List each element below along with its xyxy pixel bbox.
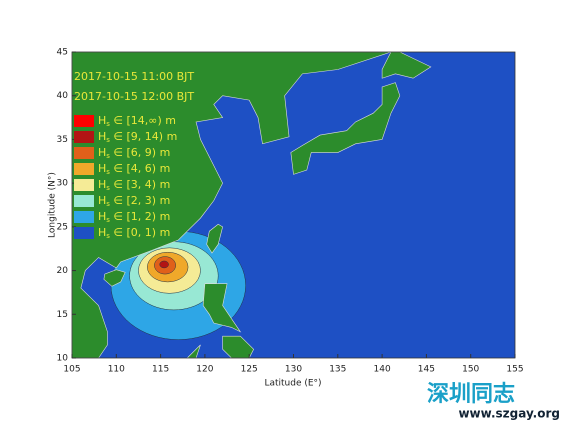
- time-annotation: 2017-10-15 12:00 BJT: [74, 90, 194, 103]
- x-tick-label: 135: [329, 365, 346, 375]
- legend-label: Hs ∈ [4, 6) m: [98, 162, 170, 176]
- x-tick-label: 150: [462, 365, 479, 375]
- y-tick-label: 40: [57, 91, 69, 101]
- watermark-url: www.szgay.org: [458, 407, 560, 421]
- x-axis-label: Latitude (E°): [264, 379, 321, 389]
- y-tick-label: 15: [57, 310, 68, 320]
- x-tick-label: 125: [241, 365, 258, 375]
- x-tick-label: 130: [285, 365, 302, 375]
- landmass: [206, 223, 223, 254]
- x-tick-label: 105: [63, 365, 80, 375]
- watermark-title: 深圳同志: [427, 382, 515, 407]
- legend-swatch: [74, 131, 94, 143]
- legend-label: Hs ∈ [2, 3) m: [98, 194, 170, 208]
- y-tick-label: 20: [57, 266, 69, 276]
- legend-swatch: [74, 195, 94, 207]
- x-tick-label: 140: [374, 365, 391, 375]
- x-tick-label: 120: [196, 365, 213, 375]
- landmass: [202, 283, 242, 333]
- legend-label: Hs ∈ [9, 14) m: [98, 130, 177, 144]
- landmass: [381, 51, 432, 79]
- landmass: [103, 269, 126, 287]
- contour: [159, 260, 169, 269]
- legend-swatch: [74, 115, 94, 127]
- land: [71, 51, 432, 359]
- legend-swatch: [74, 147, 94, 159]
- legend-swatch: [74, 179, 94, 191]
- legend-swatch: [74, 211, 94, 223]
- legend-label: Hs ∈ [1, 2) m: [98, 210, 170, 224]
- y-tick-label: 25: [57, 222, 68, 232]
- legend-swatch: [74, 163, 94, 175]
- y-tick-label: 45: [57, 48, 68, 58]
- x-tick-label: 110: [108, 365, 125, 375]
- legend-label: Hs ∈ [3, 4) m: [98, 178, 170, 192]
- y-tick-label: 10: [57, 354, 69, 364]
- x-tick-label: 115: [152, 365, 169, 375]
- legend-label: Hs ∈ [14,∞) m: [98, 114, 176, 128]
- y-axis-label: Longitude (N°): [48, 172, 58, 238]
- y-tick-label: 35: [57, 135, 68, 145]
- landmass: [290, 82, 401, 175]
- landmass: [71, 51, 392, 359]
- x-tick-label: 145: [418, 365, 435, 375]
- legend-label: Hs ∈ [0, 1) m: [98, 226, 170, 240]
- x-tick-label: 155: [506, 365, 523, 375]
- legend-label: Hs ∈ [6, 9) m: [98, 146, 170, 160]
- y-tick-label: 30: [57, 179, 69, 189]
- time-annotation: 2017-10-15 11:00 BJT: [74, 70, 194, 83]
- legend-swatch: [74, 227, 94, 239]
